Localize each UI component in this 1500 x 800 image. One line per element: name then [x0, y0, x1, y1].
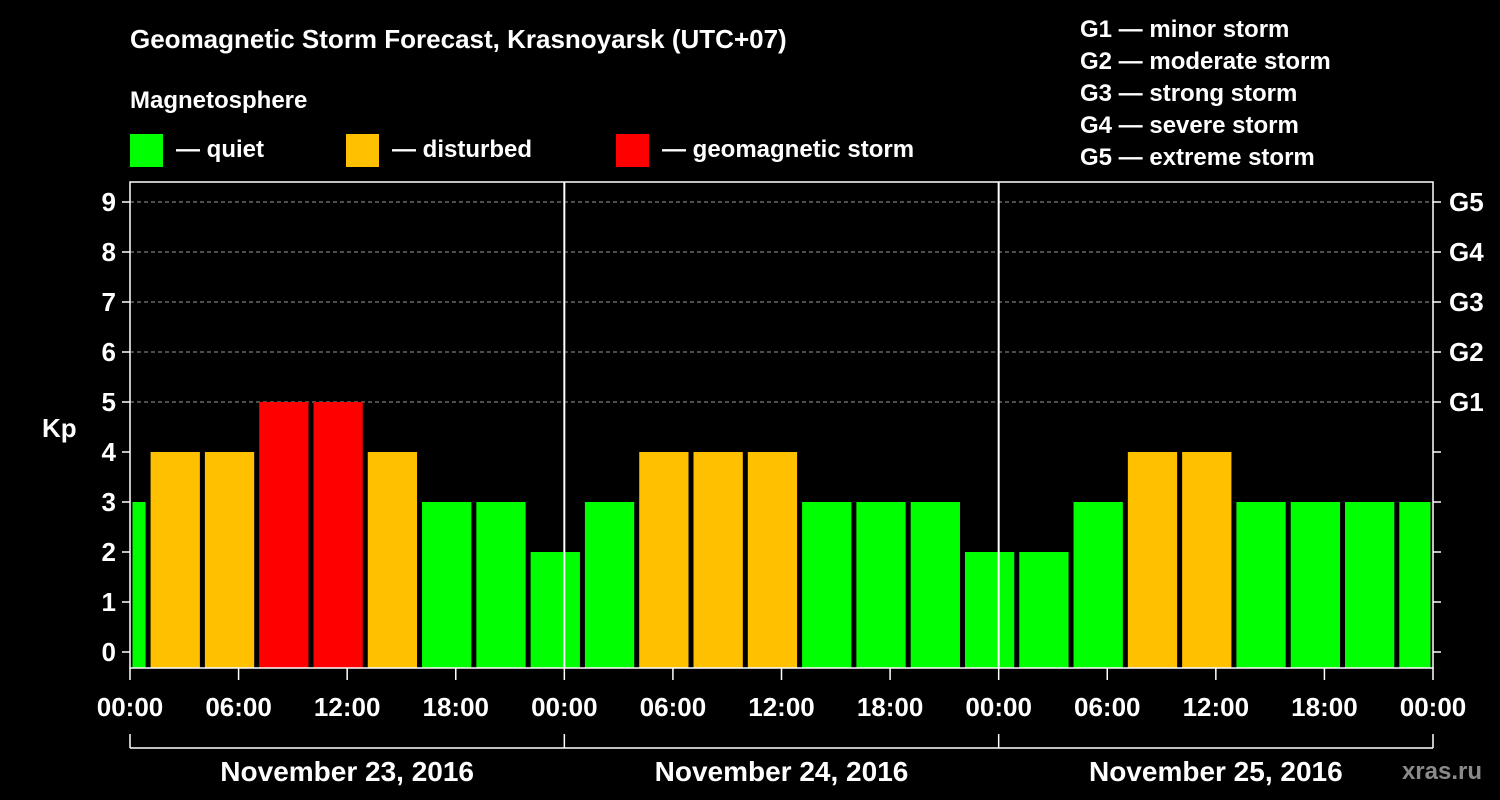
kp-bar [1182, 452, 1232, 668]
kp-bar [259, 402, 309, 668]
y-tick-label: 0 [102, 637, 116, 667]
legend: — quiet — disturbed — geomagnetic storm [130, 134, 914, 167]
kp-bar [910, 502, 960, 668]
g-tick-label: G1 [1449, 387, 1484, 417]
x-tick-label: 12:00 [314, 692, 381, 722]
kp-bar [1345, 502, 1395, 668]
kp-bar [422, 502, 472, 668]
y-tick-label: 5 [102, 387, 116, 417]
legend-swatch-disturbed [346, 134, 379, 167]
kp-bar [530, 552, 580, 668]
kp-bar [964, 552, 1015, 668]
x-axis: 00:00 06:00 12:00 18:00 00:00 06:00 12:00 18:00… [97, 668, 1467, 722]
g-tick-label: G2 [1449, 337, 1484, 367]
kp-bar [1399, 502, 1431, 668]
y-axis-label: Kp [42, 413, 77, 443]
kp-bar [476, 502, 526, 668]
x-tick-label: 00:00 [97, 692, 164, 722]
kp-bar [1236, 502, 1286, 668]
legend-swatch-storm [616, 134, 649, 167]
kp-bar [856, 502, 906, 668]
x-tick-label: 18:00 [423, 692, 490, 722]
g-tick-label: G5 [1449, 187, 1484, 217]
g-axis: G1 G2 G3 G4 G5 [1433, 187, 1484, 653]
legend-swatch-quiet [130, 134, 163, 167]
g-scale-item: G2 — moderate storm [1080, 48, 1331, 75]
kp-bar [639, 452, 689, 668]
x-tick-label: 12:00 [1183, 692, 1250, 722]
y-tick-label: 9 [102, 187, 116, 217]
g-scale-item: G5 — extreme storm [1080, 144, 1315, 171]
legend-label-storm: — geomagnetic storm [662, 136, 914, 163]
x-tick-label: 18:00 [857, 692, 924, 722]
kp-bar [1290, 502, 1341, 668]
kp-bar [367, 452, 418, 668]
y-tick-label: 8 [102, 237, 116, 267]
g-tick-label: G4 [1449, 237, 1484, 267]
y-axis: 0 1 2 3 4 5 6 7 8 9 [102, 187, 130, 667]
kp-bar [204, 452, 255, 668]
gridlines [130, 201, 1433, 403]
y-tick-label: 7 [102, 287, 116, 317]
y-tick-label: 6 [102, 337, 116, 367]
g-scale-item: G4 — severe storm [1080, 112, 1299, 139]
legend-title: Magnetosphere [130, 87, 307, 114]
date-label: November 23, 2016 [220, 756, 474, 787]
kp-bar [584, 502, 635, 668]
g-scale-list: G1 — minor storm G2 — moderate storm G3 … [1080, 16, 1331, 171]
date-label: November 24, 2016 [655, 756, 909, 787]
legend-label-quiet: — quiet [176, 136, 264, 163]
x-tick-label: 06:00 [205, 692, 272, 722]
bars [132, 402, 1431, 668]
y-tick-label: 2 [102, 537, 116, 567]
kp-bar [1127, 452, 1178, 668]
chart-title: Geomagnetic Storm Forecast, Krasnoyarsk … [130, 24, 787, 54]
kp-bar [747, 452, 798, 668]
g-scale-item: G3 — strong storm [1080, 80, 1297, 107]
kp-bar [1019, 552, 1069, 668]
x-tick-label: 12:00 [748, 692, 815, 722]
kp-bar [693, 452, 743, 668]
x-tick-label: 00:00 [531, 692, 598, 722]
kp-bar [802, 502, 852, 668]
x-tick-label: 06:00 [640, 692, 707, 722]
date-label: November 25, 2016 [1089, 756, 1343, 787]
kp-bar [150, 452, 200, 668]
x-tick-label: 06:00 [1074, 692, 1141, 722]
x-tick-label: 18:00 [1291, 692, 1358, 722]
y-tick-label: 1 [102, 587, 116, 617]
y-tick-label: 3 [102, 487, 116, 517]
kp-bar [313, 402, 363, 668]
legend-label-disturbed: — disturbed [392, 136, 532, 163]
y-tick-label: 4 [102, 437, 117, 467]
kp-bar [1073, 502, 1123, 668]
x-tick-label: 00:00 [965, 692, 1032, 722]
kp-bar [132, 502, 146, 668]
day-dividers [563, 182, 1000, 668]
g-scale-item: G1 — minor storm [1080, 16, 1289, 43]
watermark: xras.ru [1402, 758, 1482, 785]
g-tick-label: G3 [1449, 287, 1484, 317]
x-tick-label: 00:00 [1400, 692, 1467, 722]
date-brackets: November 23, 2016 November 24, 2016 Novemb… [129, 734, 1434, 787]
